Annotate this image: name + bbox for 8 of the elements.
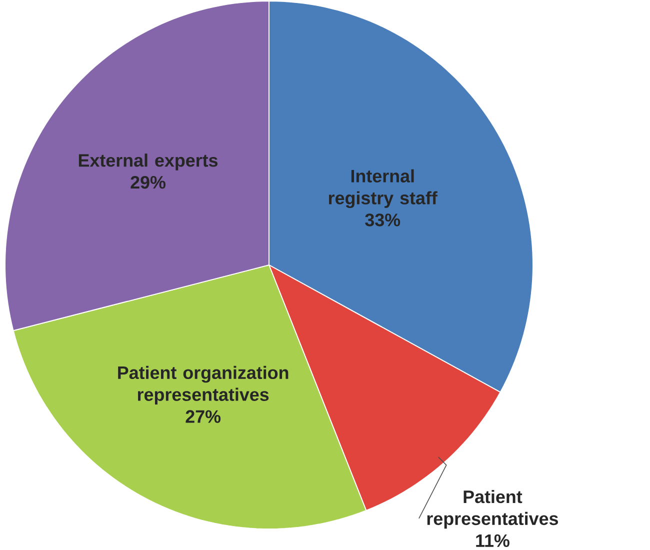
slice-label: External experts xyxy=(78,153,218,170)
data-label: 11% xyxy=(476,534,510,547)
data-label: 29% xyxy=(130,176,166,189)
data-label: 33% xyxy=(365,213,400,226)
data-label: 27% xyxy=(186,410,221,423)
slice-label: Internal registry staff xyxy=(328,169,438,208)
slice-label: Patient representatives xyxy=(427,490,558,528)
slice-label: Patient organization representatives xyxy=(118,366,288,404)
